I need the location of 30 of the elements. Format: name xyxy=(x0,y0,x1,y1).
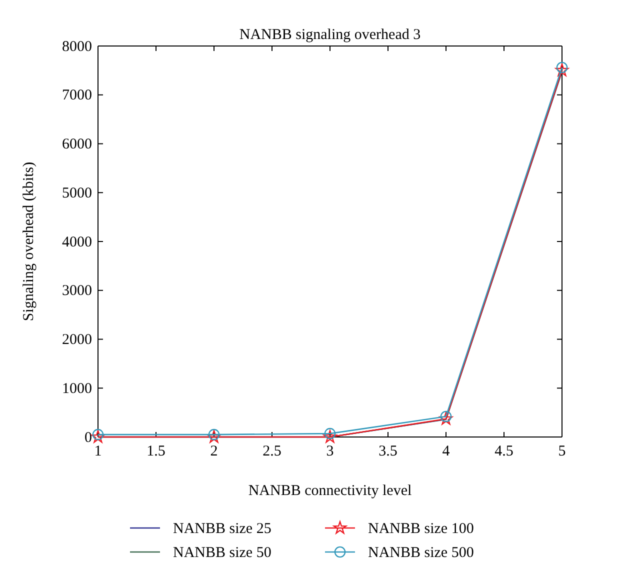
y-tick-label: 3000 xyxy=(62,283,92,300)
chart-title: NANBB signaling overhead 3 xyxy=(239,27,421,43)
y-axis-title: Signaling overhead (kbits) xyxy=(21,162,37,322)
x-tick-label: 4 xyxy=(442,444,450,460)
x-tick-label: 1.5 xyxy=(146,444,166,460)
x-tick-label: 2 xyxy=(210,444,218,460)
point xyxy=(207,430,221,443)
y-tick-label: 4000 xyxy=(62,234,92,250)
y-tick-label: 5000 xyxy=(62,185,92,202)
x-tick-label: 4.5 xyxy=(494,444,514,460)
x-tick-label: 2.5 xyxy=(262,444,282,460)
legend-label: NANBB size 100 xyxy=(368,521,474,537)
legend-label: NANBB size 25 xyxy=(173,521,272,537)
legend-label: NANBB size 500 xyxy=(368,545,474,561)
point xyxy=(91,430,105,443)
y-tick-label: 6000 xyxy=(62,136,92,153)
point xyxy=(439,412,453,425)
y-tick-label: 0 xyxy=(84,430,92,446)
legend-label: NANBB size 50 xyxy=(173,545,272,561)
y-tick-label: 2000 xyxy=(62,332,92,348)
x-tick-label: 1 xyxy=(94,444,102,460)
x-tick-label: 3.5 xyxy=(378,444,398,460)
point xyxy=(323,430,337,443)
point xyxy=(555,64,569,76)
y-tick-label: 7000 xyxy=(62,88,92,104)
y-tick-label: 1000 xyxy=(62,380,92,397)
x-axis-title: NANBB connectivity level xyxy=(248,483,412,499)
x-tick-label: 5 xyxy=(558,444,566,460)
y-tick-label: 8000 xyxy=(62,38,92,55)
x-tick-label: 3 xyxy=(326,444,334,460)
